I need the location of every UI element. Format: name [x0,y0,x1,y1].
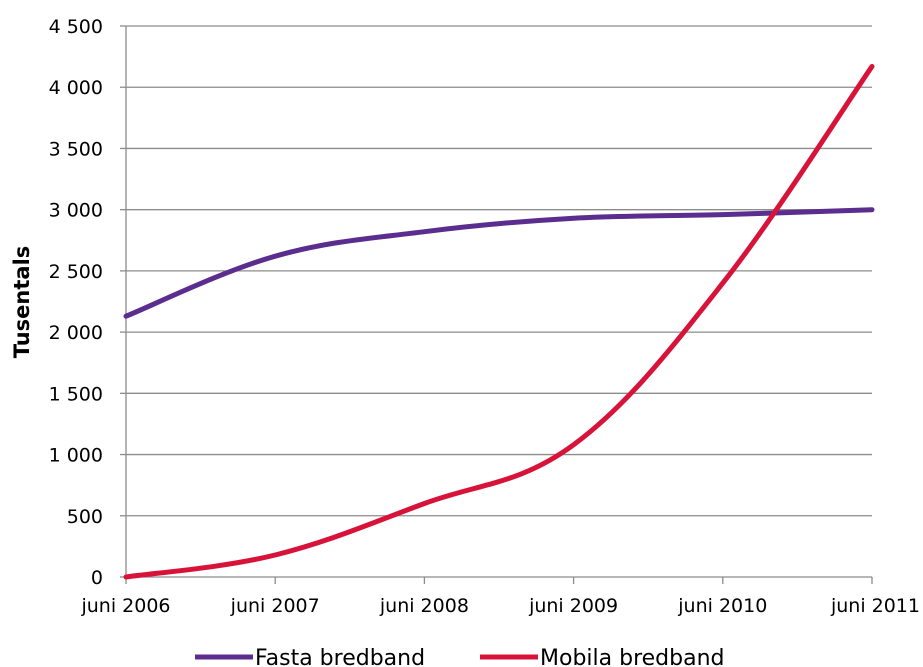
legend: Fasta bredband Mobila bredband [195,646,725,667]
series-line-1 [123,63,875,580]
y-tick-label: 500 [67,506,103,528]
series-line-0 [123,207,875,319]
y-tick-label: 2 000 [49,322,103,344]
y-tick-label: 1 500 [49,383,103,405]
y-tick-label: 3 500 [49,138,103,160]
x-tick-label: juni 2008 [379,595,469,617]
x-tick-label: juni 2010 [677,595,767,617]
axes [120,25,873,584]
x-tick-label: juni 2011 [830,595,920,617]
tick-labels: 0 500 1 000 1 500 2 000 2 500 3 000 3 500 4 000 4… [49,16,920,617]
gridlines [126,25,872,517]
legend-label: Fasta bredband [255,646,425,667]
y-tick-label: 2 500 [49,261,103,283]
x-tick-label: juni 2009 [528,595,618,617]
series-lines [123,63,875,580]
y-tick-label: 3 000 [49,200,103,222]
legend-label: Mobila bredband [540,646,725,667]
y-tick-label: 4 500 [49,16,103,38]
x-tick-label: juni 2006 [80,595,170,617]
y-tick-label: 0 [91,567,103,589]
x-tick-label: juni 2007 [230,595,320,617]
y-axis-title: Tusentals [10,246,34,359]
y-tick-label: 1 000 [49,445,103,467]
y-tick-label: 4 000 [49,77,103,99]
